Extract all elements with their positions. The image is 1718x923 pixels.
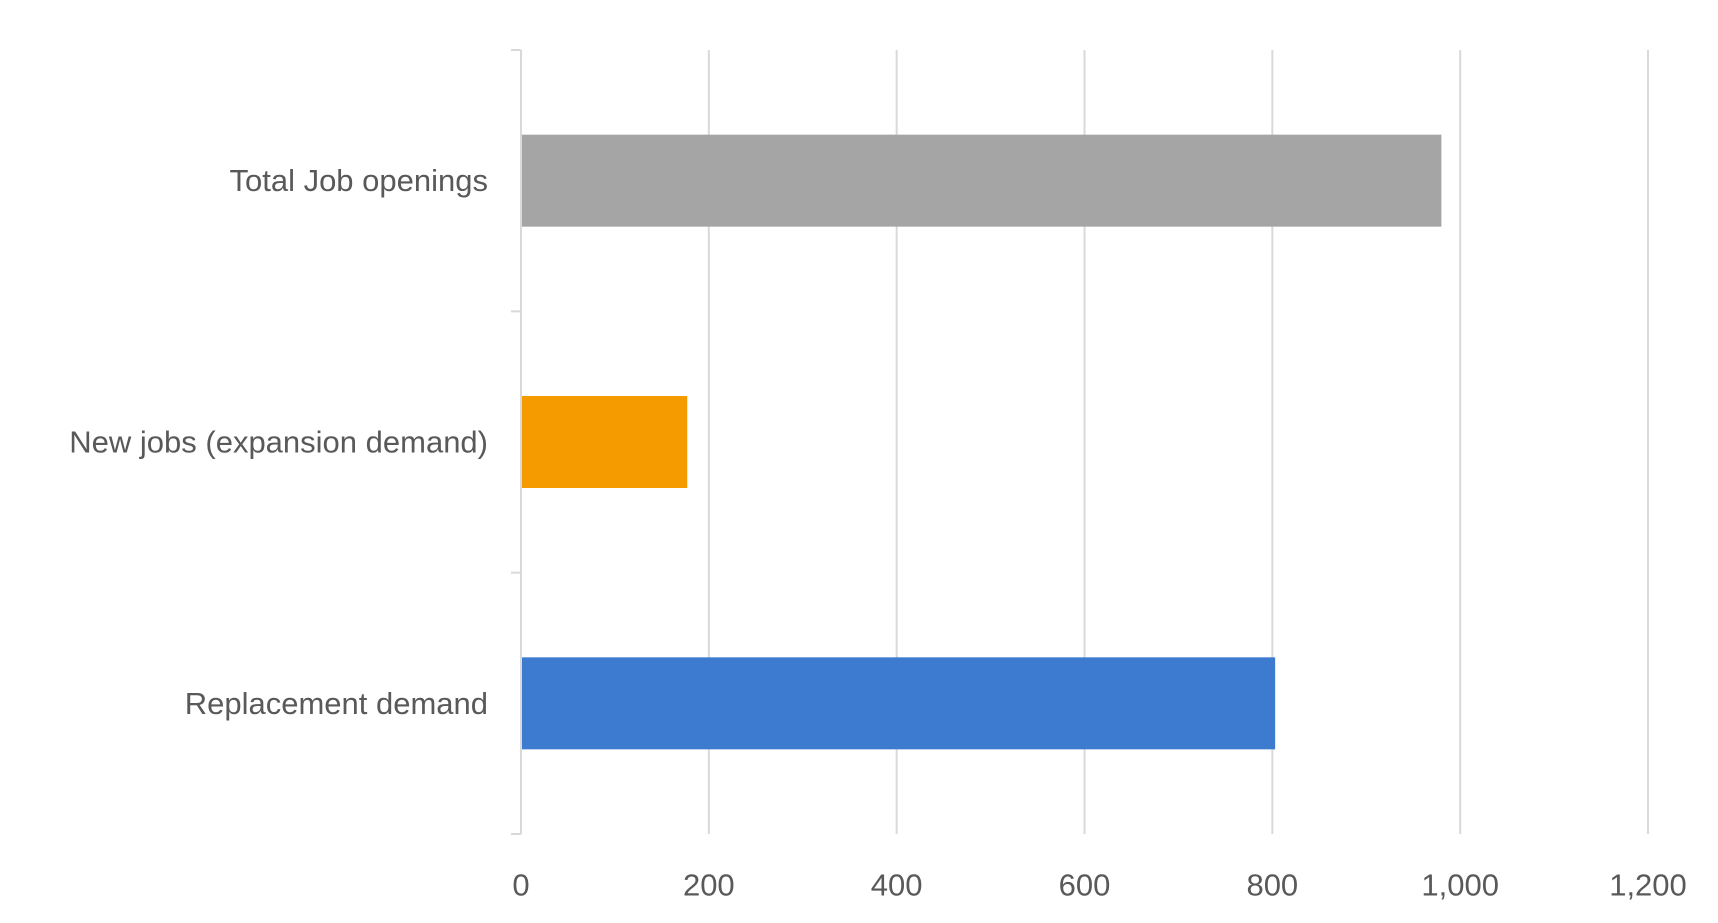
bars (522, 134, 1442, 750)
bar (522, 396, 688, 488)
x-tick-label: 1,200 (1609, 868, 1687, 903)
x-tick-label: 1,000 (1421, 868, 1499, 903)
x-tick-label: 0 (512, 868, 529, 903)
category-label: New jobs (expansion demand) (69, 425, 488, 460)
category-label: Replacement demand (185, 686, 488, 721)
x-tick-label: 600 (1059, 868, 1111, 903)
value-axis-labels: 0 200 400 600 800 1,000 1,200 (512, 868, 1686, 903)
category-axis (511, 49, 522, 835)
bar (522, 134, 1442, 227)
x-tick-label: 800 (1246, 868, 1298, 903)
x-tick-label: 400 (871, 868, 923, 903)
category-labels: Total Job openings New jobs (expansion de… (69, 163, 488, 721)
category-label: Total Job openings (229, 163, 488, 198)
x-tick-label: 200 (683, 868, 735, 903)
bar (522, 657, 1276, 750)
